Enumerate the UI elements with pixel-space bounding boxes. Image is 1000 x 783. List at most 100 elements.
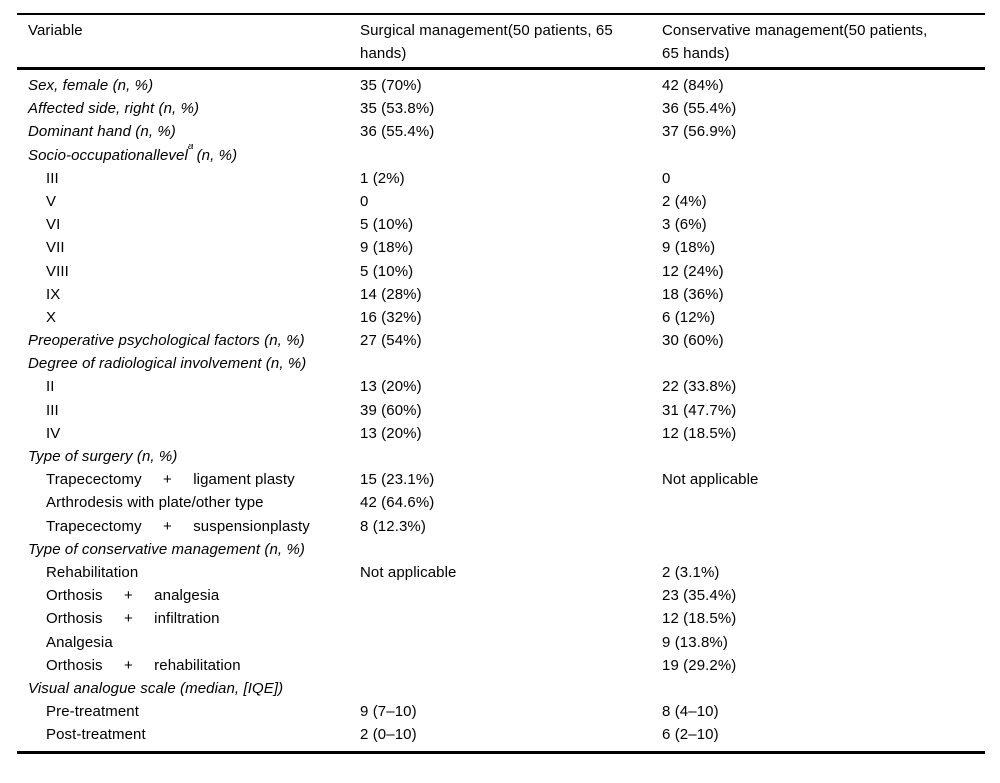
surgical-value-cell: 0 (360, 192, 369, 210)
variable-cell: Visual analogue scale (median, [IQE]) (17, 677, 360, 700)
surgical-value-cell: 36 (55.4%) (360, 123, 435, 141)
variable-cell: III (17, 399, 360, 422)
conservative-value-cell (662, 144, 985, 167)
conservative-value-cell: 30 (60%) (662, 332, 724, 350)
surgical-value-cell (360, 352, 662, 375)
table-row: Analgesia 9 (13.8%) (17, 631, 985, 654)
conservative-value-cell: 6 (2–10) (662, 726, 719, 744)
variable-cell: Preoperative psychological factors (n, %… (17, 329, 360, 352)
conservative-value-cell: 22 (33.8%) (662, 378, 737, 396)
conservative-value-cell: 19 (29.2%) (662, 656, 737, 674)
table-row: Orthosis + infiltration 12 (18.5%) (17, 607, 985, 630)
variable-cell: Orthosis + rehabilitation (17, 654, 360, 677)
conservative-value-cell: Not applicable (662, 471, 759, 489)
variable-label: Dominant hand (n, %) (28, 123, 176, 141)
table-row: Affected side, right (n, %) 35 (53.8%) 3… (17, 97, 985, 120)
table-row: III 1 (2%) 0 (17, 167, 985, 190)
variable-cell: VIII (17, 260, 360, 283)
table-row: Rehabilitation Not applicable 2 (3.1%) (17, 561, 985, 584)
conservative-value-cell: 9 (18%) (662, 239, 716, 257)
table-row: Dominant hand (n, %) 36 (55.4%) 37 (56.9… (17, 120, 985, 143)
variable-label: Trapecectomy + suspensionplasty (46, 517, 310, 535)
variable-label: V (46, 192, 57, 210)
surgical-value-cell: 35 (70%) (360, 77, 422, 94)
conservative-value-cell (662, 538, 985, 561)
surgical-value-cell: Not applicable (360, 563, 457, 581)
variable-cell: Orthosis + infiltration (17, 607, 360, 630)
table-row: Visual analogue scale (median, [IQE]) (17, 677, 985, 700)
surgical-value-cell: 42 (64.6%) (360, 494, 435, 512)
conservative-value-cell: 42 (84%) (662, 77, 724, 94)
variable-label: IV (46, 424, 61, 442)
variable-label: Post-treatment (46, 726, 146, 744)
surgical-value-cell: 9 (18%) (360, 239, 414, 257)
variable-label: VI (46, 216, 61, 234)
variable-cell: Post-treatment (17, 723, 360, 746)
table-row: X 16 (32%) 6 (12%) (17, 306, 985, 329)
surgical-value-cell (360, 445, 662, 468)
variable-cell: VII (17, 236, 360, 259)
variable-cell: Dominant hand (n, %) (17, 120, 360, 143)
variable-label: IX (46, 285, 61, 303)
column-header-surgical-management: Surgical management(50 patients, 65 hand… (360, 22, 618, 62)
variable-label: Visual analogue scale (median, [IQE]) (28, 679, 284, 697)
variable-label: Socio-occupationallevel (28, 146, 188, 164)
table-row: III 39 (60%) 31 (47.7%) (17, 399, 985, 422)
variable-label: II (46, 378, 55, 396)
surgical-value-cell: 14 (28%) (360, 285, 422, 303)
variable-label-suffix: (n, %) (196, 146, 238, 164)
surgical-value-cell: 39 (60%) (360, 401, 422, 419)
surgical-value-cell: 13 (20%) (360, 378, 422, 396)
table-row: Socio-occupationallevela(n, %) (17, 144, 985, 167)
conservative-value-cell: 23 (35.4%) (662, 587, 737, 605)
variable-label: Degree of radiological involvement (n, %… (28, 355, 307, 373)
variable-cell: Socio-occupationallevela(n, %) (17, 144, 360, 167)
table-row: Pre-treatment 9 (7–10) 8 (4–10) (17, 700, 985, 723)
table-row: Post-treatment 2 (0–10) 6 (2–10) (17, 723, 985, 746)
table-row: II 13 (20%) 22 (33.8%) (17, 375, 985, 398)
conservative-value-cell (662, 515, 985, 538)
table-body: Sex, female (n, %) 35 (70%) 42 (84%) Aff… (17, 70, 985, 755)
variable-cell: Type of surgery (n, %) (17, 445, 360, 468)
variable-label: Preoperative psychological factors (n, %… (28, 332, 305, 350)
conservative-value-cell: 9 (13.8%) (662, 633, 728, 651)
surgical-value-cell: 27 (54%) (360, 332, 422, 350)
variable-label: Affected side, right (n, %) (28, 100, 200, 118)
surgical-value-cell: 9 (7–10) (360, 703, 417, 721)
variable-label: Type of conservative management (n, %) (28, 540, 305, 558)
variable-cell: Trapecectomy + suspensionplasty (17, 515, 360, 538)
surgical-value-cell: 35 (53.8%) (360, 100, 435, 118)
conservative-value-cell: 36 (55.4%) (662, 100, 737, 118)
surgical-value-cell (360, 607, 662, 630)
variable-cell: VI (17, 213, 360, 236)
patient-characteristics-table: Variable Surgical management(50 patients… (17, 13, 985, 755)
conservative-value-cell: 31 (47.7%) (662, 401, 737, 419)
variable-cell: V (17, 190, 360, 213)
variable-cell: IV (17, 422, 360, 445)
variable-cell: Arthrodesis with plate/other type (17, 491, 360, 514)
table-row: Orthosis + analgesia 23 (35.4%) (17, 584, 985, 607)
conservative-value-cell: 8 (4–10) (662, 703, 719, 721)
variable-cell: III (17, 167, 360, 190)
conservative-value-cell: 3 (6%) (662, 216, 707, 234)
surgical-value-cell (360, 677, 662, 700)
table-row: Type of surgery (n, %) (17, 445, 985, 468)
table-row: Sex, female (n, %) 35 (70%) 42 (84%) (17, 74, 985, 97)
conservative-value-cell (662, 491, 985, 514)
column-header-conservative-management: Conservative management(50 patients, 65 … (662, 22, 932, 62)
conservative-value-cell: 12 (18.5%) (662, 424, 737, 442)
table-row: IV 13 (20%) 12 (18.5%) (17, 422, 985, 445)
table-row: Trapecectomy + suspensionplasty 8 (12.3%… (17, 515, 985, 538)
table-row: Orthosis + rehabilitation 19 (29.2%) (17, 654, 985, 677)
surgical-value-cell: 5 (10%) (360, 216, 414, 234)
surgical-value-cell (360, 631, 662, 654)
conservative-value-cell: 18 (36%) (662, 285, 724, 303)
variable-label: III (46, 169, 59, 187)
conservative-value-cell: 12 (18.5%) (662, 610, 737, 628)
variable-cell: Sex, female (n, %) (17, 74, 360, 97)
surgical-value-cell: 16 (32%) (360, 308, 422, 326)
conservative-value-cell (662, 445, 985, 468)
conservative-value-cell (662, 677, 985, 700)
variable-label: Analgesia (46, 633, 113, 651)
column-header-variable: Variable (28, 22, 83, 39)
